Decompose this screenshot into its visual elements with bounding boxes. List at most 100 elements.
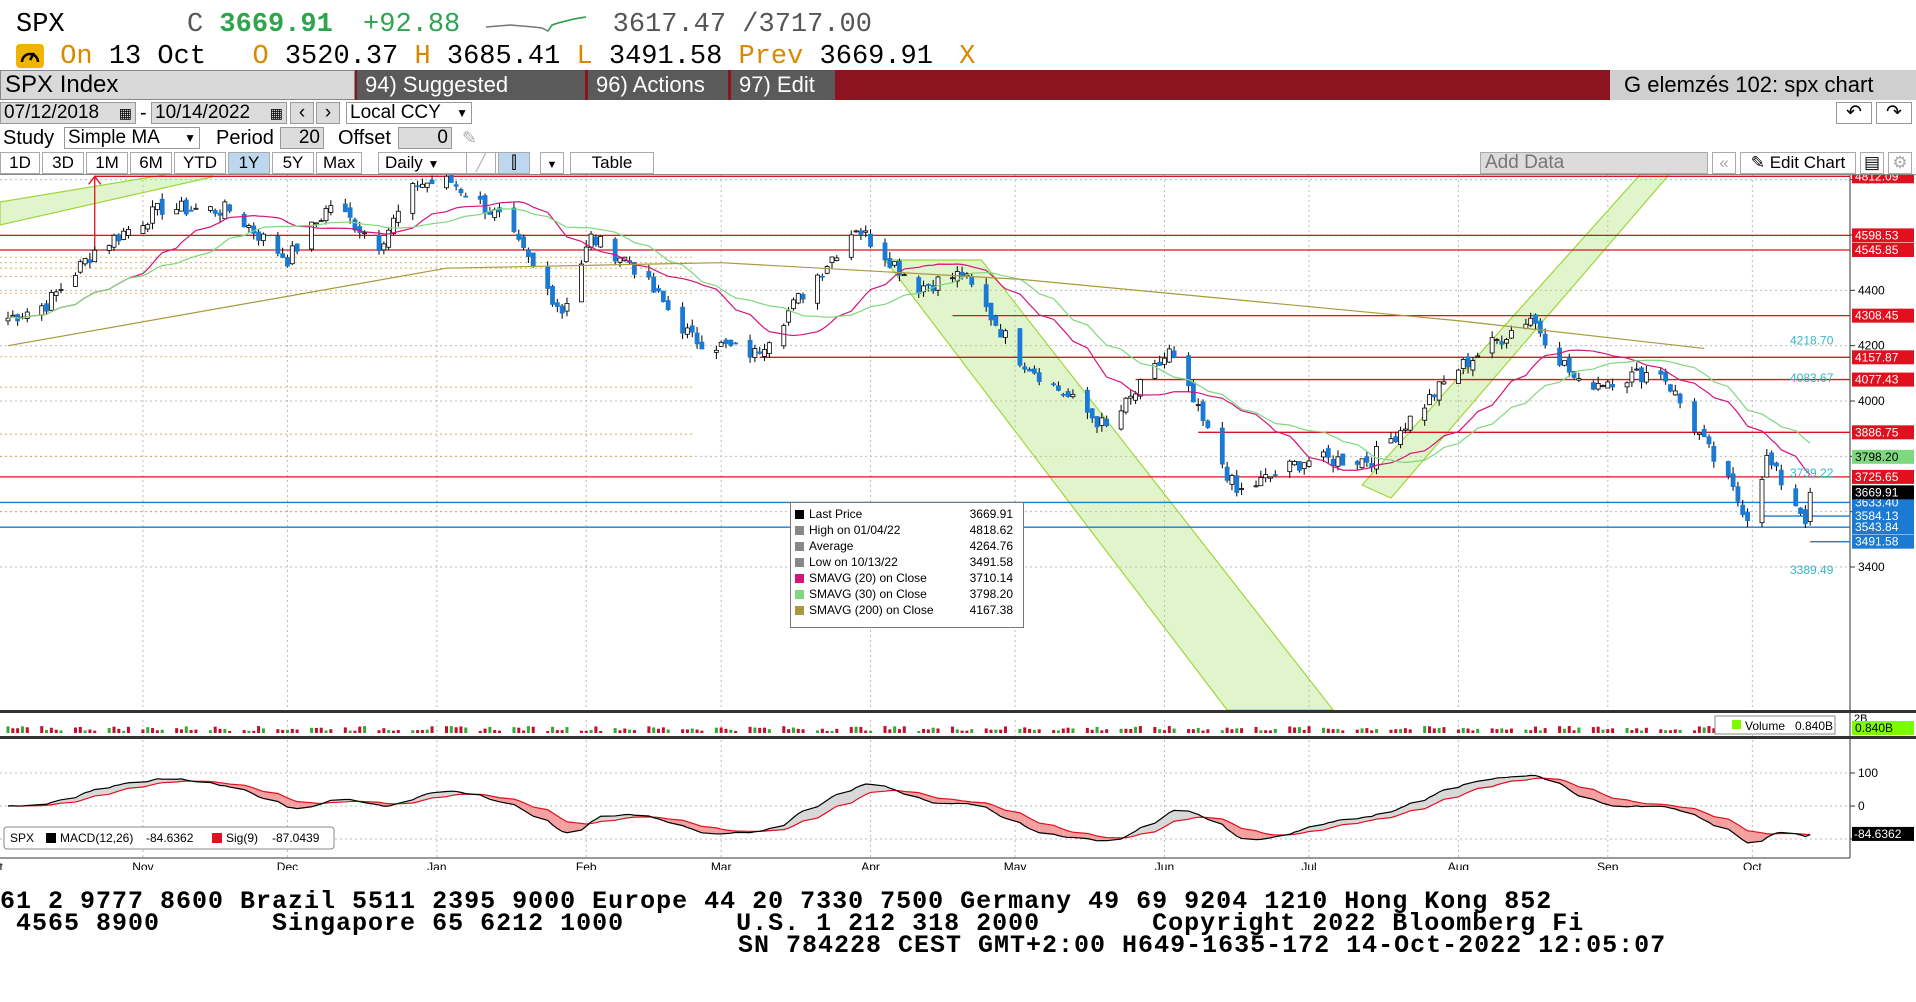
candle [251, 225, 257, 234]
candle [376, 235, 382, 252]
range-button-1m[interactable]: 1M [86, 152, 128, 174]
volume-bar [377, 730, 381, 733]
uptrend-channel [1361, 175, 1670, 499]
suggested-charts-button[interactable]: 94) Suggested Charts [357, 70, 585, 127]
candle-chart-button[interactable]: ⫿ [498, 152, 530, 174]
candle [1065, 391, 1071, 397]
volume-bar [1562, 728, 1566, 733]
chart-settings-button[interactable]: ▤ [1860, 152, 1884, 174]
table-button[interactable]: Table [570, 152, 654, 174]
calendar-icon[interactable]: ▦ [269, 105, 283, 121]
legend-row[interactable]: High on 01/04/22 4818.62 [795, 522, 1019, 538]
volume-bar [160, 729, 164, 733]
offset-input[interactable]: 0 [398, 127, 452, 149]
candle [1104, 418, 1110, 427]
level-label: 4157.87 [1855, 350, 1899, 364]
volume-bar [1394, 729, 1398, 733]
macd-histogram-fill [856, 785, 861, 800]
actions-menu[interactable]: 96) Actions ▼ [588, 70, 728, 125]
range-button-1d[interactable]: 1D [0, 152, 40, 174]
volume-bar [936, 728, 940, 733]
macd-histogram-fill [817, 803, 823, 819]
level-label: 4077.43 [1855, 373, 1899, 387]
legend-swatch [795, 526, 804, 536]
macd-histogram-fill [798, 810, 804, 824]
macd-histogram-fill [697, 824, 702, 833]
legend-row[interactable]: SMAVG (30) on Close 3798.20 [795, 586, 1019, 602]
study-select[interactable]: Simple MA ▼ [64, 127, 200, 149]
end-date-input[interactable]: 10/14/2022 ▦ [151, 102, 287, 124]
start-date-input[interactable]: 07/12/2018 ▦ [0, 102, 136, 124]
period-input[interactable]: 20 [280, 127, 324, 149]
candle [935, 276, 941, 291]
upper-left-channel [0, 175, 213, 226]
chart-type-dropdown[interactable]: ▼ [540, 152, 564, 174]
macd-histogram-fill [287, 797, 293, 808]
edit-label: 97) Edit [739, 72, 815, 97]
range-button-5y[interactable]: 5Y [272, 152, 314, 174]
undo-button[interactable]: ↶ [1836, 102, 1872, 124]
candle [1605, 381, 1611, 389]
macd-histogram-fill [1472, 781, 1478, 791]
study-label: Study [3, 127, 55, 149]
candle [516, 233, 522, 240]
line-chart-button[interactable]: ╱ [466, 152, 496, 174]
add-data-input[interactable]: Add Data [1480, 152, 1708, 174]
volume-bar [1124, 728, 1128, 733]
edit-menu[interactable]: 97) Edit ▼ [731, 70, 835, 125]
next-period-button[interactable]: › [316, 102, 340, 124]
volume-bar [917, 730, 921, 733]
pencil-icon[interactable]: ✎ [462, 128, 478, 148]
range-button-ytd[interactable]: YTD [174, 152, 226, 174]
candle [1456, 369, 1461, 384]
candle [1769, 452, 1775, 466]
close-quote-button[interactable]: X [959, 42, 976, 72]
candle [1566, 357, 1572, 373]
volume-bar [1664, 730, 1668, 733]
volume-bar [1018, 728, 1022, 733]
candle [1388, 438, 1394, 444]
legend-row[interactable]: Average 4264.76 [795, 538, 1019, 554]
candle [410, 183, 416, 214]
volume-bar [1389, 729, 1393, 733]
legend-label: SMAVG (200) on Close [809, 603, 934, 617]
candle [781, 325, 787, 347]
toolbar-divider [0, 174, 1916, 175]
volume-bar [1370, 730, 1374, 733]
month-label: Oct [1743, 860, 1762, 870]
currency-select[interactable]: Local CCY ▼ [346, 102, 472, 124]
candle [111, 234, 117, 248]
prev-period-button[interactable]: ‹ [290, 102, 314, 124]
collapse-button[interactable]: « [1712, 152, 1736, 174]
prev-value: 3669.91 [819, 42, 933, 72]
legend-row[interactable]: SMAVG (20) on Close 3710.14 [795, 570, 1019, 586]
volume-bar [1326, 728, 1330, 733]
redo-button[interactable]: ↷ [1876, 102, 1912, 124]
volume-bar [594, 726, 598, 733]
range-button-1y[interactable]: 1Y [228, 152, 270, 174]
legend-row[interactable]: SMAVG (200) on Close 4167.38 [795, 602, 1019, 618]
edit-chart-button[interactable]: ✎ Edit Chart [1740, 152, 1856, 174]
macd-histogram-fill [1188, 811, 1194, 820]
chart-legend[interactable]: Last Price 3669.91 High on 01/04/22 4818.62… [790, 502, 1024, 628]
candle [1778, 469, 1784, 486]
candle [294, 243, 300, 252]
legend-row[interactable]: Last Price 3669.91 [795, 506, 1019, 522]
quote-subheader: On 13 Oct O 3520.37 H 3685.41 L 3491.58 … [16, 42, 975, 74]
candle [1003, 330, 1008, 338]
candle [1798, 507, 1803, 515]
calendar-icon[interactable]: ▦ [118, 105, 132, 121]
macd-histogram-fill [1496, 777, 1502, 785]
candle [1031, 368, 1037, 374]
security-input[interactable]: SPX Index [0, 70, 355, 100]
candle [1325, 448, 1331, 458]
candle [1359, 458, 1365, 469]
macd-histogram-fill [1439, 789, 1444, 802]
legend-row[interactable]: Low on 10/13/22 3491.58 [795, 554, 1019, 570]
gear-button[interactable]: ⚙ [1888, 152, 1912, 174]
candle [92, 249, 98, 263]
range-button-6m[interactable]: 6M [130, 152, 172, 174]
candle [212, 209, 218, 214]
range-button-max[interactable]: Max [316, 152, 362, 174]
range-button-3d[interactable]: 3D [42, 152, 84, 174]
